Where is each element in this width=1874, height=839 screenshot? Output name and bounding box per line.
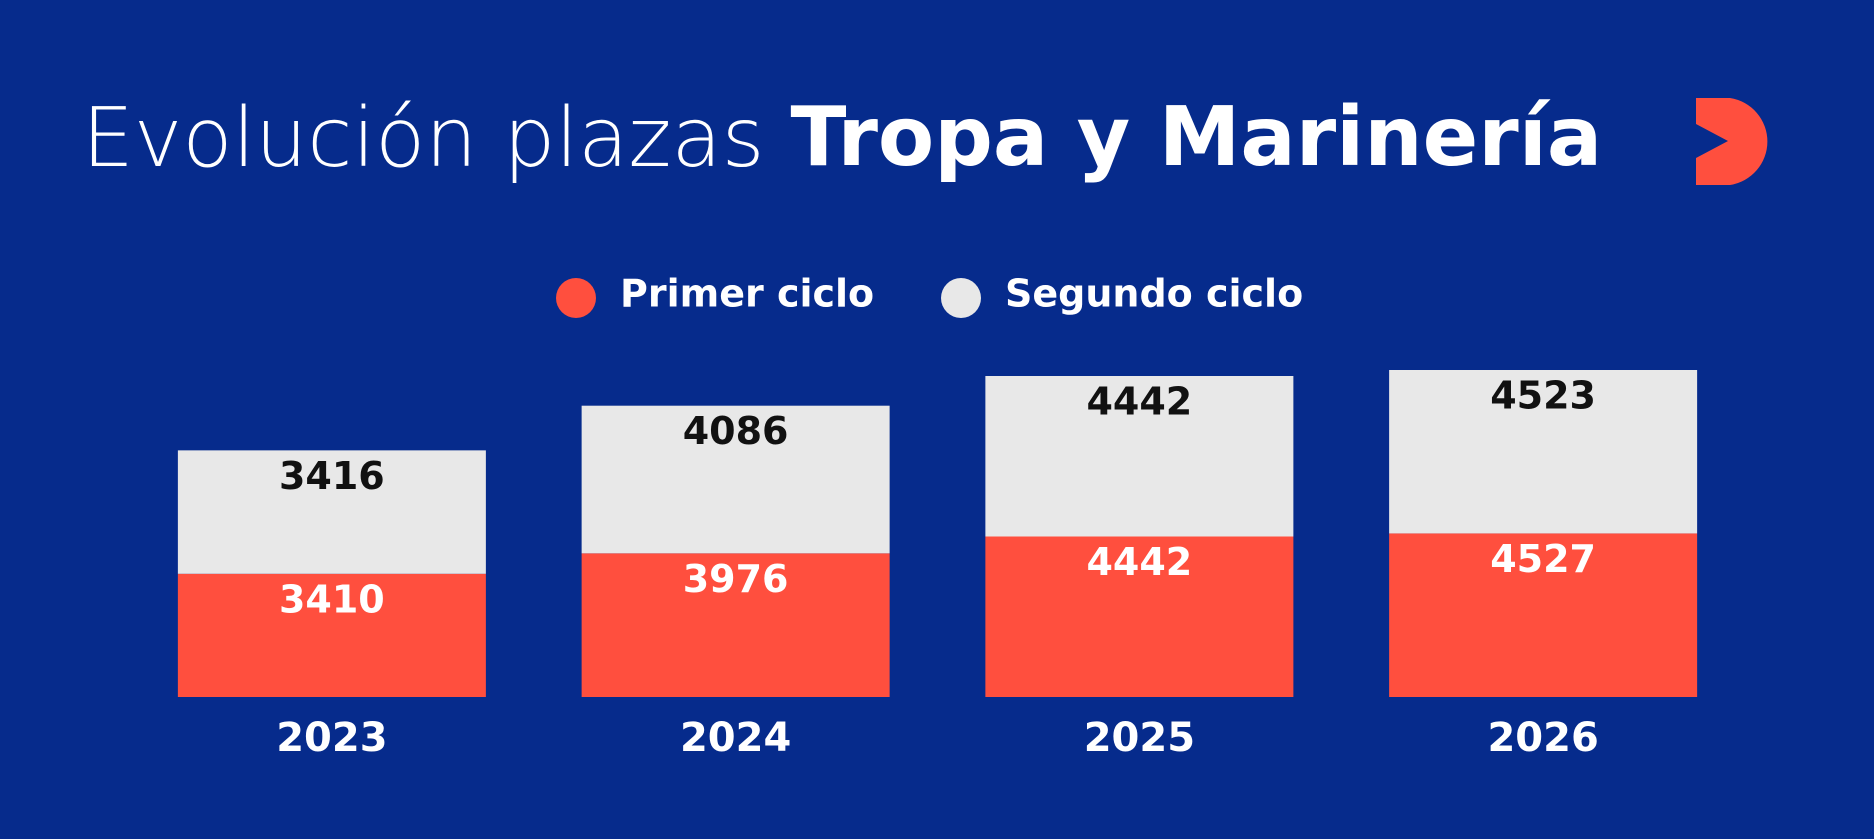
bar-segment	[581, 405, 890, 554]
bar-segment	[581, 553, 890, 697]
bar-segment	[985, 536, 1294, 697]
value-label: 4442	[1086, 540, 1192, 584]
value-label: 3410	[279, 577, 385, 621]
legend-marker	[556, 278, 596, 318]
x-tick-label: 2024	[680, 715, 791, 761]
legend-marker	[941, 278, 981, 318]
x-tick-label: 2023	[276, 715, 387, 761]
legend-label: Segundo ciclo	[1005, 272, 1303, 316]
value-label: 3976	[683, 557, 789, 601]
value-label: 4527	[1490, 537, 1596, 581]
title-regular: Evolución plazas	[82, 91, 764, 186]
bar-segment	[177, 450, 486, 574]
logo	[1696, 98, 1768, 185]
bar-segment	[1389, 370, 1698, 534]
bar-segment	[985, 375, 1294, 537]
value-label: 4523	[1490, 374, 1596, 418]
x-tick-label: 2025	[1084, 715, 1195, 761]
value-label: 4086	[683, 409, 789, 453]
value-label: 3416	[279, 454, 385, 498]
x-tick-label: 2026	[1487, 715, 1598, 761]
bar-segment	[177, 573, 486, 697]
legend-label: Primer ciclo	[620, 272, 874, 316]
value-label: 4442	[1086, 379, 1192, 423]
title-bold: Tropa y Marinería	[791, 90, 1603, 185]
chart-title: Evolución plazas Tropa y Marinería	[82, 90, 1602, 185]
bar-segment	[1389, 533, 1698, 697]
